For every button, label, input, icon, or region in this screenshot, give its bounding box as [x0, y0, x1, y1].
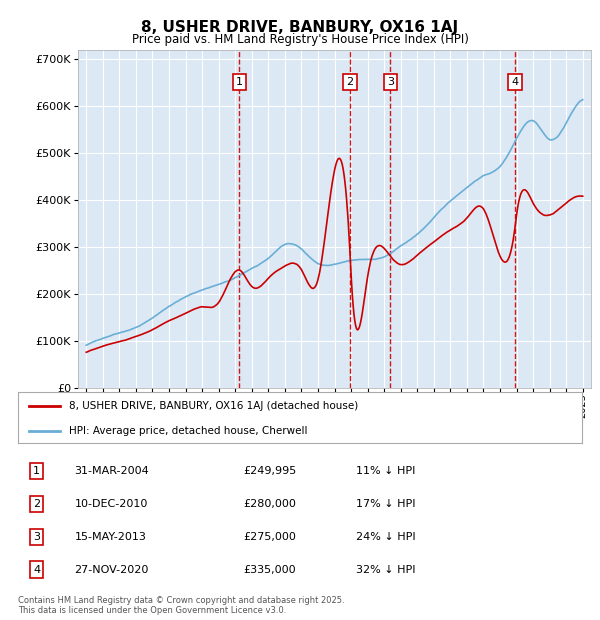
Text: £275,000: £275,000	[244, 532, 296, 542]
Text: 10-DEC-2010: 10-DEC-2010	[74, 499, 148, 509]
Text: HPI: Average price, detached house, Cherwell: HPI: Average price, detached house, Cher…	[69, 425, 307, 436]
Text: 24% ↓ HPI: 24% ↓ HPI	[356, 532, 416, 542]
Text: 17% ↓ HPI: 17% ↓ HPI	[356, 499, 416, 509]
Text: 1: 1	[236, 77, 243, 87]
Text: Price paid vs. HM Land Registry's House Price Index (HPI): Price paid vs. HM Land Registry's House …	[131, 33, 469, 46]
Text: £280,000: £280,000	[244, 499, 296, 509]
Text: 31-MAR-2004: 31-MAR-2004	[74, 466, 149, 476]
Text: £335,000: £335,000	[244, 565, 296, 575]
Text: 27-NOV-2020: 27-NOV-2020	[74, 565, 149, 575]
Text: Contains HM Land Registry data © Crown copyright and database right 2025.
This d: Contains HM Land Registry data © Crown c…	[18, 596, 344, 615]
Text: £249,995: £249,995	[244, 466, 297, 476]
Text: 2: 2	[346, 77, 353, 87]
Text: 1: 1	[33, 466, 40, 476]
Text: 2: 2	[33, 499, 40, 509]
Text: 8, USHER DRIVE, BANBURY, OX16 1AJ: 8, USHER DRIVE, BANBURY, OX16 1AJ	[142, 20, 458, 35]
Text: 8, USHER DRIVE, BANBURY, OX16 1AJ (detached house): 8, USHER DRIVE, BANBURY, OX16 1AJ (detac…	[69, 401, 358, 411]
Text: 3: 3	[33, 532, 40, 542]
Text: 32% ↓ HPI: 32% ↓ HPI	[356, 565, 416, 575]
Text: 3: 3	[387, 77, 394, 87]
Text: 4: 4	[511, 77, 518, 87]
Text: 15-MAY-2013: 15-MAY-2013	[74, 532, 146, 542]
Text: 4: 4	[33, 565, 40, 575]
Text: 11% ↓ HPI: 11% ↓ HPI	[356, 466, 416, 476]
